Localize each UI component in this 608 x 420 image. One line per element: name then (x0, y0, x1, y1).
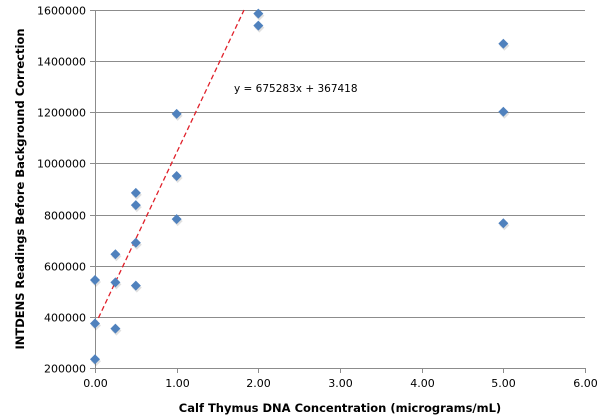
data-point (90, 275, 101, 288)
x-tick-label: 0.00 (83, 377, 108, 390)
data-point (130, 280, 142, 293)
trendline-group (94, 9, 245, 326)
x-axis-title: Calf Thymus DNA Concentration (microgram… (179, 401, 501, 415)
y-tick-label: 1000000 (37, 158, 86, 171)
data-point-marker (498, 106, 509, 117)
trendline-equation: y = 675283x + 367418 (234, 83, 358, 95)
x-tick-label: 6.00 (573, 377, 598, 390)
data-point (253, 8, 265, 21)
y-tick-label: 1200000 (37, 107, 86, 120)
x-tick-label: 3.00 (328, 377, 353, 390)
x-tick-labels: 0.00 1.00 2.00 3.00 4.00 5.00 6.00 (83, 377, 598, 390)
data-point (171, 170, 183, 183)
data-point (110, 323, 122, 336)
x-tick-label: 2.00 (246, 377, 271, 390)
x-tick-label: 5.00 (491, 377, 516, 390)
data-point-marker (498, 38, 509, 49)
data-point-marker (171, 214, 182, 225)
data-point (110, 249, 122, 262)
x-tick-label: 1.00 (165, 377, 190, 390)
data-point (90, 354, 101, 367)
data-point (171, 108, 183, 121)
y-tick-label: 400000 (44, 312, 86, 325)
data-point-marker (171, 170, 182, 181)
data-point-marker (110, 249, 121, 260)
data-point (498, 38, 510, 51)
data-point-marker (253, 8, 264, 19)
data-point-marker (130, 237, 141, 248)
data-point (130, 200, 142, 213)
data-point (171, 214, 183, 227)
data-point-marker (498, 218, 509, 229)
data-point (110, 277, 122, 290)
x-tick-label: 4.00 (410, 377, 435, 390)
data-point-marker (253, 20, 264, 31)
data-point (130, 187, 142, 200)
data-point-marker (130, 200, 141, 211)
y-tick-label: 600000 (44, 261, 86, 274)
data-point-marker (90, 275, 100, 286)
y-tick-label: 1400000 (37, 56, 86, 69)
data-point (498, 218, 510, 231)
data-points (90, 8, 510, 367)
data-point (130, 237, 142, 250)
data-point-marker (130, 280, 141, 291)
data-point-marker (171, 108, 182, 119)
data-point-marker (130, 187, 141, 198)
data-point-marker (90, 354, 100, 365)
y-axis-title: INTDENS Readings Before Background Corre… (13, 28, 27, 349)
data-point (90, 318, 101, 331)
y-tick-labels: 200000 400000 600000 800000 1000000 1200000 14… (37, 5, 86, 376)
y-tick-label: 800000 (44, 210, 86, 223)
data-point-marker (110, 277, 121, 288)
axes (90, 10, 586, 373)
gridlines (95, 10, 585, 369)
data-point (498, 106, 510, 119)
trendline (94, 9, 245, 326)
data-point-marker (90, 318, 100, 329)
data-point-marker (110, 323, 121, 334)
y-tick-label: 1600000 (37, 5, 86, 18)
data-point (253, 20, 265, 33)
y-tick-label: 200000 (44, 363, 86, 376)
